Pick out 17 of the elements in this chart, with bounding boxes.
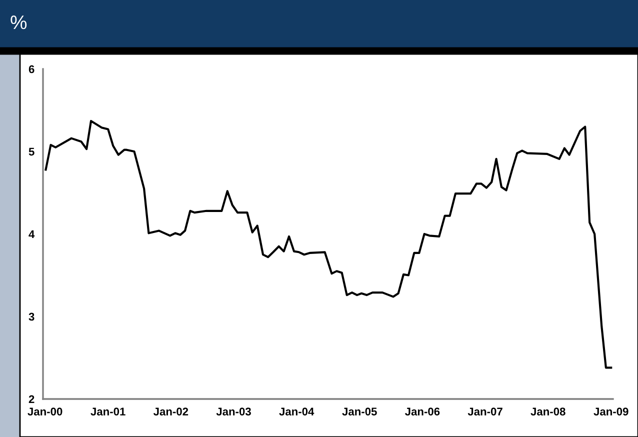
x-tick-label: Jan-03 — [216, 408, 251, 416]
x-tick-label: Jan-02 — [153, 408, 188, 416]
y-tick-label: 3 — [28, 312, 34, 321]
y-tick-label: 5 — [28, 148, 34, 156]
x-tick-label: Jan-04 — [279, 408, 314, 416]
x-tick-label: Jan-06 — [404, 408, 440, 416]
x-tick-label: Jan-08 — [530, 408, 566, 416]
line-series — [44, 120, 612, 369]
y-tick-label: 2 — [28, 395, 34, 404]
y-tick-label: 6 — [28, 65, 34, 74]
chart-title: % — [10, 16, 27, 30]
x-tick-label: Jan-05 — [342, 408, 377, 416]
x-tick-label: Jan-00 — [28, 408, 62, 416]
x-tick-label: Jan-07 — [468, 408, 502, 416]
x-tick-label: Jan-09 — [594, 408, 628, 416]
x-tick-label: Jan-01 — [90, 408, 126, 416]
y-tick-label: 4 — [28, 230, 35, 238]
